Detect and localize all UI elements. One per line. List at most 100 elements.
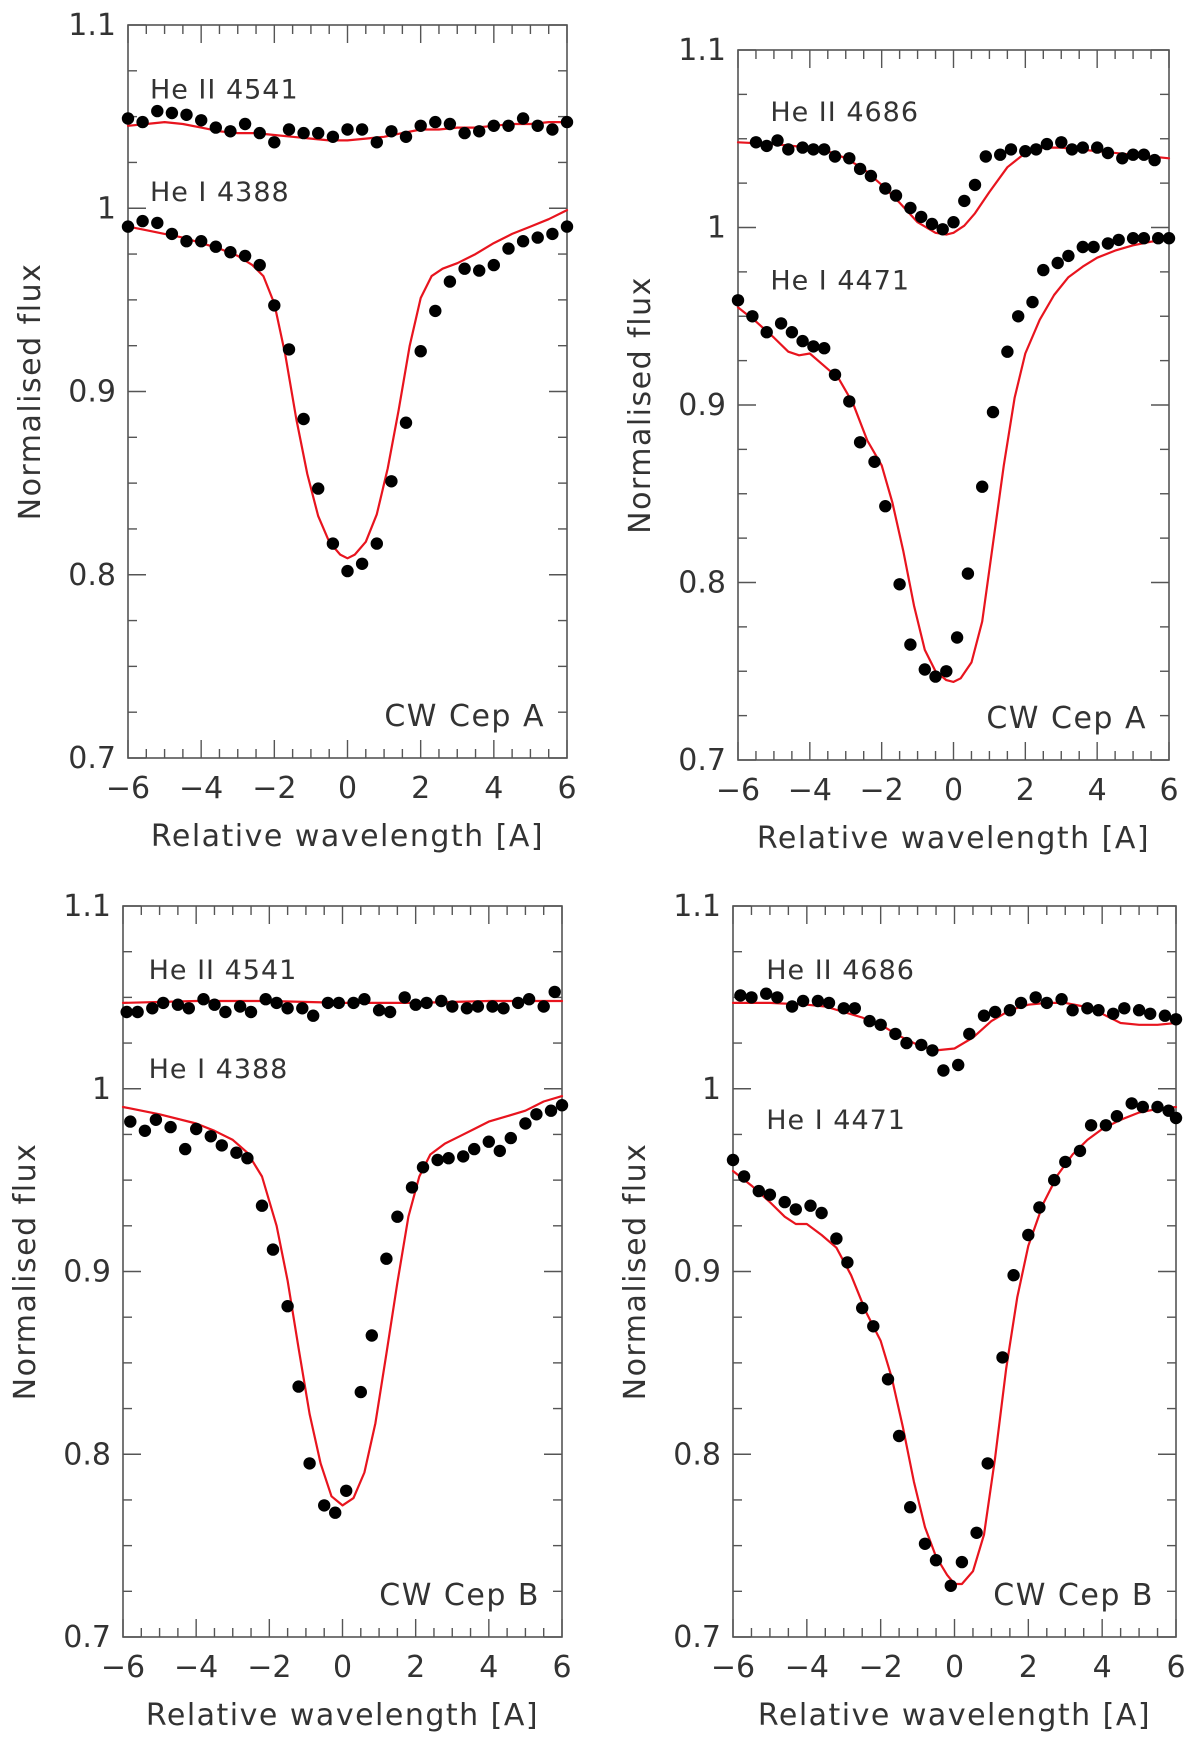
data-point (560, 115, 574, 129)
data-point (224, 125, 237, 138)
data-point (151, 216, 164, 230)
data-point (864, 169, 878, 183)
data-point (458, 126, 471, 140)
data-point (230, 1146, 243, 1159)
data-point (726, 1153, 740, 1167)
data-point (383, 1005, 397, 1019)
data-point (165, 227, 179, 241)
y-axis-title: Normalised flux (618, 1143, 653, 1401)
data-point (399, 416, 413, 429)
data-point (341, 123, 354, 136)
data-point (818, 143, 831, 156)
data-point (354, 1385, 367, 1399)
x-tick-label: 2 (411, 771, 430, 806)
data-point (190, 1122, 203, 1136)
data-point (259, 993, 272, 1006)
data-point (209, 121, 222, 134)
x-tick-label: −6 (106, 771, 150, 806)
data-point (979, 150, 992, 163)
data-point (763, 1188, 777, 1201)
y-tick-label: 1.1 (673, 889, 721, 924)
data-point (266, 1243, 280, 1256)
x-tick-label: 2 (1016, 773, 1035, 808)
data-point (1126, 232, 1140, 245)
y-tick-label: 0.9 (63, 1255, 111, 1290)
data-point (977, 1009, 991, 1022)
data-point (146, 1002, 159, 1015)
data-point (926, 1044, 939, 1057)
data-point (818, 342, 831, 355)
data-point (268, 299, 281, 312)
data-point (355, 557, 369, 570)
data-point (548, 985, 561, 999)
ticks (127, 24, 568, 759)
data-point (968, 178, 982, 192)
y-tick-label: 0.7 (673, 1620, 721, 1655)
x-tick-label: 4 (1088, 773, 1107, 808)
data-point (209, 240, 222, 253)
x-tick-label: 6 (1159, 773, 1178, 808)
x-axis-title: Relative wavelength [A] (757, 821, 1150, 856)
data-point (853, 436, 867, 449)
data-point (1112, 233, 1125, 247)
observed-series (734, 987, 1183, 1077)
data-point (889, 1027, 902, 1041)
data-point (195, 114, 208, 127)
data-point (1151, 1100, 1164, 1114)
x-tick-label: 4 (479, 1650, 498, 1685)
data-point (253, 126, 266, 140)
data-point (996, 1351, 1009, 1364)
y-tick-label: 0.8 (673, 1437, 721, 1472)
observed-series (726, 1097, 1183, 1593)
data-point (900, 1036, 913, 1050)
data-point (312, 126, 325, 140)
data-point (544, 1104, 558, 1117)
x-tick-label: −4 (174, 1650, 218, 1685)
data-point (848, 1002, 861, 1015)
data-point (822, 996, 836, 1010)
data-point (516, 112, 530, 125)
x-tick-label: −6 (101, 1650, 145, 1685)
data-point (936, 223, 949, 236)
data-point (318, 1499, 331, 1512)
data-point (546, 123, 559, 136)
x-tick-label: 6 (557, 771, 576, 806)
data-point (340, 1484, 353, 1498)
x-tick-label: 2 (1019, 1650, 1038, 1685)
line-label: He II 4686 (770, 97, 919, 128)
data-point (937, 1064, 950, 1077)
data-point (296, 1002, 309, 1015)
x-tick-label: 4 (1093, 1650, 1112, 1685)
line-label: He I 4388 (149, 1054, 289, 1085)
data-point (255, 1199, 269, 1212)
data-point (157, 996, 170, 1010)
line-label: He II 4541 (149, 955, 298, 986)
data-point (955, 1555, 969, 1569)
data-point (745, 991, 758, 1004)
data-point (341, 564, 354, 578)
x-tick-label: −4 (788, 773, 832, 808)
data-point (473, 125, 486, 138)
x-tick-label: 0 (945, 1650, 964, 1685)
data-point (1040, 137, 1054, 151)
data-point (511, 996, 525, 1010)
data-point (1029, 991, 1042, 1004)
data-point (215, 1139, 228, 1152)
x-tick-label: 2 (406, 1650, 425, 1685)
data-point (843, 152, 856, 165)
data-point (292, 1380, 305, 1393)
data-point (398, 991, 411, 1004)
data-point (1169, 1111, 1183, 1125)
data-point (493, 1144, 506, 1158)
data-point (929, 670, 942, 683)
data-point (332, 996, 345, 1010)
model-line (736, 238, 1171, 683)
ticks (122, 905, 563, 1638)
x-tick-label: −2 (860, 773, 904, 808)
data-point (918, 663, 931, 676)
data-point (1059, 1155, 1072, 1169)
data-point (1037, 263, 1050, 277)
data-point (807, 143, 820, 156)
data-point (856, 1301, 869, 1315)
data-point (204, 1130, 217, 1143)
